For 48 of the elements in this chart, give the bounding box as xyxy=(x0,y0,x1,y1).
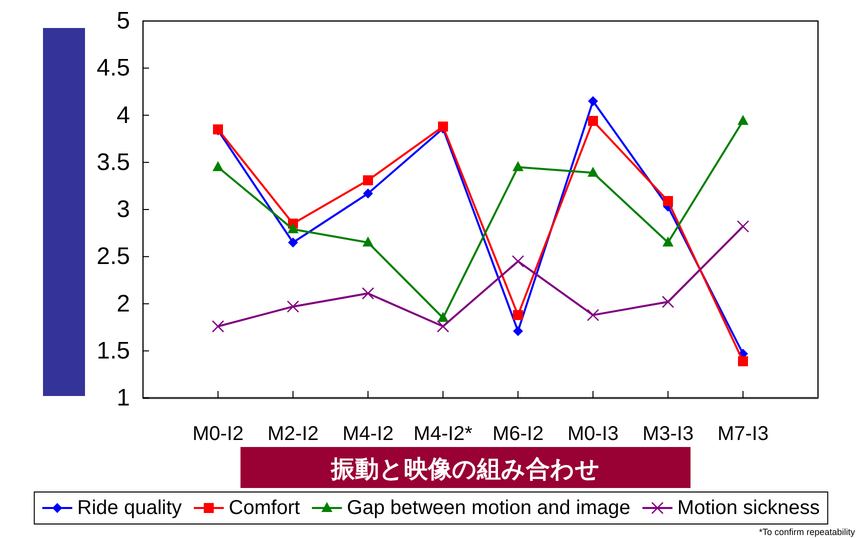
legend-label: Ride quality xyxy=(77,497,182,519)
y-tick-label: 5 xyxy=(116,8,130,34)
legend-label: Gap between motion and image xyxy=(346,497,630,519)
point xyxy=(588,166,598,177)
point xyxy=(736,220,750,233)
point xyxy=(438,312,448,322)
point xyxy=(436,320,450,333)
y-tick-label: 3 xyxy=(116,196,130,223)
point xyxy=(513,326,523,336)
legend-label: Motion sickness xyxy=(677,497,820,519)
point xyxy=(662,296,674,308)
point xyxy=(288,237,298,248)
text: *To confirm repeatability xyxy=(758,527,856,537)
y-tick-label: 2.5 xyxy=(96,243,130,270)
point xyxy=(512,161,524,172)
x-tick-label: M4-I2* xyxy=(414,423,473,445)
point xyxy=(738,114,748,125)
x-axis-title: 振動と映像の組み合わせ xyxy=(330,456,600,483)
y-tick-label: 2 xyxy=(116,290,130,318)
x-tick-label: M0-I3 xyxy=(567,423,619,445)
point xyxy=(363,175,373,186)
x-tick-label: M0-I2 xyxy=(192,423,244,445)
point xyxy=(588,96,598,106)
point xyxy=(362,236,374,246)
point xyxy=(363,188,373,198)
point xyxy=(212,320,224,333)
y-tick-label: 1 xyxy=(116,384,130,412)
y-tick-label: 4.5 xyxy=(96,54,130,82)
point xyxy=(663,196,673,206)
point xyxy=(586,308,600,322)
point xyxy=(288,223,298,234)
y-tick-label: 4 xyxy=(116,102,130,129)
legend-label: Comfort xyxy=(228,497,300,519)
point xyxy=(588,116,598,126)
point xyxy=(662,236,674,246)
x-tick-label: M6-I2 xyxy=(492,423,544,445)
point xyxy=(286,300,300,313)
point xyxy=(512,255,524,268)
point xyxy=(212,161,224,172)
point xyxy=(362,287,374,300)
y-tick-label: 1.5 xyxy=(96,337,130,364)
x-tick-label: M7-I3 xyxy=(717,423,769,445)
x-tick-label: M3-I3 xyxy=(642,423,694,445)
point xyxy=(513,310,523,320)
point xyxy=(738,356,748,366)
x-tick-label: M2-I2 xyxy=(267,423,319,445)
y-tick-label: 3.5 xyxy=(96,148,130,176)
x-tick-label: M4-I2 xyxy=(342,423,394,445)
